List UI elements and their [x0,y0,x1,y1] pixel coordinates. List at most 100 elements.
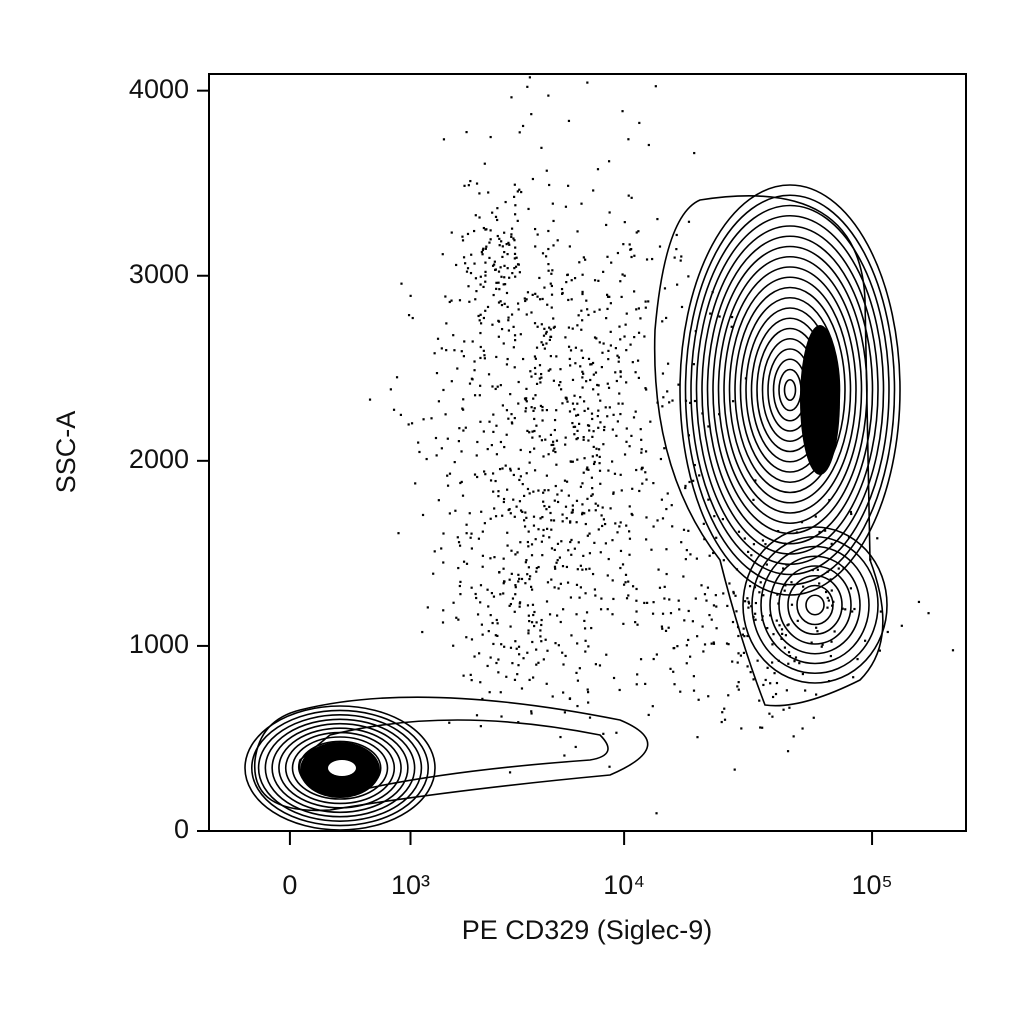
event-dot [747,600,750,603]
event-dot [553,499,556,502]
event-dot [554,642,557,645]
event-dot [815,626,818,629]
event-dot [635,610,638,613]
event-dot [627,580,630,583]
event-dot [542,491,545,494]
event-dot [576,458,579,461]
event-dot [619,375,622,378]
event-dot [509,625,512,628]
event-dot [512,237,515,240]
event-dot [727,643,730,646]
event-dot [450,380,453,383]
event-dot [523,519,526,522]
event-dot [615,434,618,437]
event-dot [886,630,889,634]
event-dot [746,634,749,638]
event-dot [712,642,716,645]
event-dot [665,548,668,551]
event-dot [511,422,514,425]
event-dot [679,259,682,262]
event-dot [727,694,730,697]
event-dot [556,493,559,496]
event-dot [492,595,496,598]
event-dot [670,504,673,507]
event-dot [676,645,679,648]
event-dot [477,537,481,540]
event-dot [470,679,473,682]
event-dot [563,754,566,757]
event-dot [456,367,459,370]
contour-line [787,574,843,636]
event-dot [540,439,544,442]
x-tick-label: 0 [282,870,297,900]
event-dot [673,646,676,650]
event-dot [728,582,731,585]
event-dot [514,553,517,556]
event-dot [598,462,601,465]
event-dot [580,202,583,205]
event-dot [593,541,596,544]
event-dot [581,513,584,516]
event-dot [492,642,495,646]
event-dot [517,573,520,576]
event-dot [571,460,574,463]
event-dot [595,337,598,340]
event-dot [520,190,523,194]
event-dot [586,424,590,427]
event-dot [591,361,595,365]
event-dot [655,653,658,656]
event-dot [708,554,711,557]
event-dot [628,530,631,533]
event-dot [528,461,531,464]
event-dot [712,551,715,555]
event-dot [664,629,668,632]
event-dot [547,269,550,272]
event-dot [816,630,819,633]
event-dot [575,499,579,502]
event-dot [586,81,589,84]
event-dot [612,492,615,495]
event-dot [516,190,519,193]
event-dot [737,681,740,684]
event-dot [747,606,750,609]
event-dot [610,261,613,264]
event-dot [535,424,538,427]
event-dot [576,230,579,233]
event-dot [630,196,633,199]
event-dot [418,450,421,454]
event-dot [483,357,486,360]
event-dot [672,670,675,673]
event-dot [534,292,537,295]
event-dot [506,253,509,256]
event-dot [831,604,834,607]
event-dot [544,638,547,641]
event-dot [440,547,443,550]
event-dot [510,227,514,230]
event-dot [450,299,453,302]
event-dot [773,672,776,675]
event-dot [562,691,565,694]
event-dot [586,688,589,691]
contour-line [769,555,861,655]
event-dot [543,347,546,350]
event-dot [514,584,517,587]
event-dot [633,254,636,257]
event-dot [567,345,571,348]
event-dot [754,601,758,605]
event-dot [465,523,468,526]
event-dot [518,500,522,503]
event-dot [656,217,659,221]
event-dot [599,551,602,554]
event-dot [525,472,528,475]
event-dot [525,559,528,562]
event-dot [484,247,487,250]
event-dot [731,660,734,663]
contour-line [684,194,896,586]
event-dot [555,439,559,442]
event-dot [553,447,556,450]
event-dot [497,335,500,338]
event-dot [826,606,829,609]
event-dot [400,282,403,285]
event-dot [531,640,534,644]
event-dot [692,675,695,678]
